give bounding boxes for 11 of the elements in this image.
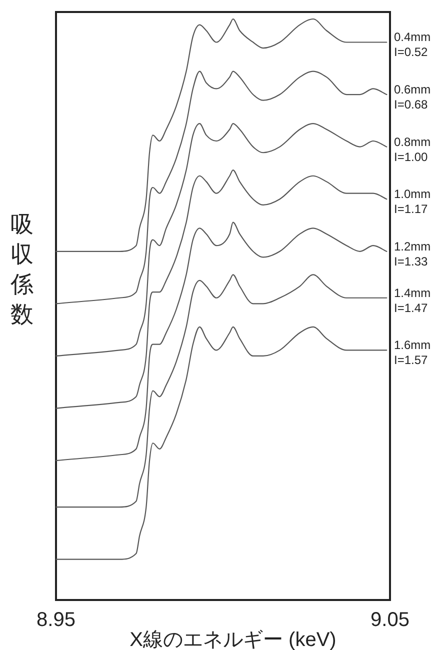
series-label: 1.0mm I=1.17 xyxy=(394,187,431,216)
x-tick-label: 9.05 xyxy=(370,609,410,631)
series-label: 1.2mm I=1.33 xyxy=(394,239,431,268)
x-tick-label: 8.95 xyxy=(36,609,76,631)
x-axis-title: X線のエネルギー (keV) xyxy=(130,629,336,650)
series-label: 0.8mm I=1.00 xyxy=(394,134,431,164)
series-label: 0.6mm I=0.68 xyxy=(394,82,431,112)
series-label: 1.4mm I=1.47 xyxy=(394,286,431,315)
series-label: 1.6mm I=1.57 xyxy=(394,338,431,368)
series-label: 0.4mm I=0.52 xyxy=(394,30,431,60)
y-axis-title: 吸収係数 xyxy=(10,211,34,327)
